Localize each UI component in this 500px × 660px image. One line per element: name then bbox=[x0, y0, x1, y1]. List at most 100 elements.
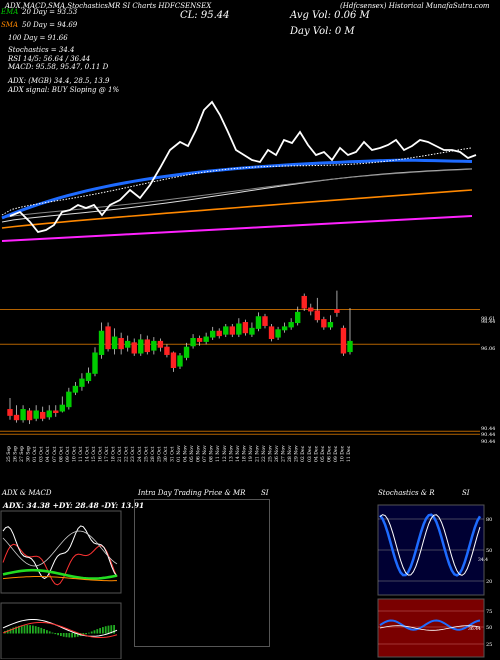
date-label: 04 Dec bbox=[313, 445, 319, 462]
price-axis-label: 90.44 bbox=[481, 439, 495, 445]
candle-body bbox=[223, 326, 229, 335]
date-label: 23 Oct bbox=[130, 446, 136, 462]
date-label: 11 Dec bbox=[346, 445, 352, 462]
candle-body bbox=[301, 295, 307, 309]
candle-body bbox=[249, 327, 255, 335]
macd-bar bbox=[102, 627, 104, 634]
date-label: 07 Oct bbox=[52, 446, 58, 462]
candle-body bbox=[203, 336, 209, 342]
candle-body bbox=[105, 326, 111, 350]
date-label: 09 Oct bbox=[65, 446, 71, 462]
stoch-k-line bbox=[378, 513, 482, 577]
candle-body bbox=[209, 330, 216, 338]
candle-body bbox=[340, 327, 347, 354]
candle-body bbox=[229, 326, 236, 335]
candle-body bbox=[327, 322, 334, 328]
ema-20: 20 Day = 93.53 bbox=[22, 8, 78, 16]
date-label: 21 Nov bbox=[254, 445, 260, 462]
sma-line bbox=[1, 215, 473, 242]
headline-overlap: ADX,MACD,SMA,StochasticsMR SI Charts HDF… bbox=[5, 2, 212, 10]
date-label: 24 Oct bbox=[137, 446, 143, 462]
macd-bar bbox=[96, 629, 99, 634]
candle-body bbox=[275, 329, 281, 338]
macd-bar bbox=[23, 625, 26, 634]
macd-bar bbox=[15, 626, 17, 634]
date-label: 25 Sep bbox=[6, 446, 12, 462]
macd-bar bbox=[26, 625, 29, 634]
stoch-axis-label: 20 bbox=[486, 579, 492, 585]
candle-body bbox=[131, 342, 137, 354]
date-label: 06 Nov bbox=[196, 445, 202, 462]
date-label: 15 Oct bbox=[91, 446, 97, 462]
rsi-value: RSI 14/5: 56.64 / 36.44 bbox=[8, 55, 91, 63]
macd-bar bbox=[74, 633, 76, 638]
macd-bar bbox=[43, 628, 45, 634]
candle-body bbox=[347, 340, 353, 353]
candle-body bbox=[308, 307, 314, 312]
rsi-end-label: 36.44 bbox=[468, 626, 481, 632]
rsi-line bbox=[379, 619, 481, 631]
date-label: 30 Sep bbox=[26, 446, 32, 462]
adx-value: ADX: (MGB) 34.4, 28.5, 13.9 bbox=[8, 77, 110, 85]
stoch-title: Stochastics & R bbox=[378, 489, 435, 497]
stoch-rsi-panel: Stochastics & R SI 80 50 20 34.4 75 50 25 36.44 bbox=[376, 487, 500, 660]
date-label: 28 Nov bbox=[287, 445, 293, 462]
candle-body bbox=[144, 339, 151, 353]
date-label: 06 Dec bbox=[326, 445, 332, 462]
macd-bar bbox=[62, 633, 65, 637]
dotted-ema-line bbox=[1, 147, 473, 216]
macd-bar bbox=[46, 630, 48, 634]
macd-bar bbox=[93, 630, 96, 634]
date-label: 16 Oct bbox=[98, 446, 104, 462]
adx-panel-values: ADX: 34.38 +DY: 28.48 -DY: 13.91 bbox=[3, 501, 145, 510]
candle-body bbox=[281, 326, 288, 331]
right-overlap: (Hdfcsensex) Historical MunafaSutra.com bbox=[340, 2, 490, 10]
candle-body bbox=[157, 340, 164, 348]
intraday-si: SI bbox=[261, 489, 269, 497]
adx-signal: ADX signal: BUY Sloping @ 1% bbox=[8, 86, 120, 94]
price-axis-label: 90.44 bbox=[481, 432, 495, 438]
candle-body bbox=[177, 355, 183, 367]
date-label: 05 Nov bbox=[189, 445, 195, 462]
candle-body bbox=[66, 391, 72, 408]
close-label: CL: 95.44 bbox=[180, 10, 230, 21]
candle-body bbox=[138, 339, 144, 354]
sma-label: SMA bbox=[1, 21, 19, 29]
candle-body bbox=[151, 340, 157, 351]
date-label: 22 Nov bbox=[261, 445, 267, 462]
macd-bar bbox=[88, 632, 90, 634]
date-label: 04 Nov bbox=[183, 445, 189, 462]
ema-100: 100 Day = 91.66 bbox=[8, 34, 68, 42]
rsi-axis-label: 25 bbox=[486, 642, 492, 648]
candle-body bbox=[85, 372, 92, 382]
adx-line bbox=[2, 530, 118, 567]
date-label: 22 Oct bbox=[124, 446, 130, 462]
macd-bar bbox=[107, 625, 110, 634]
macd-bar bbox=[20, 625, 23, 634]
macd-bar bbox=[40, 627, 43, 634]
macd-bar bbox=[90, 631, 93, 634]
date-label: 01 Nov bbox=[176, 445, 182, 462]
candle-body bbox=[216, 330, 222, 337]
date-label: 03 Dec bbox=[307, 445, 313, 462]
candle-body bbox=[164, 346, 170, 355]
date-label: 17 Oct bbox=[104, 446, 110, 462]
candle-body bbox=[111, 336, 118, 350]
macd-bar bbox=[34, 626, 37, 634]
candle-body bbox=[196, 338, 203, 342]
price-axis-label: 98.61 bbox=[481, 316, 495, 322]
ema-50: 50 Day = 94.69 bbox=[22, 21, 78, 29]
ema-label: EMA bbox=[1, 8, 19, 16]
stoch-end-label: 34.4 bbox=[478, 557, 488, 563]
candle-body bbox=[39, 411, 46, 419]
date-label: 14 Oct bbox=[84, 446, 90, 462]
date-label: 26 Sep bbox=[13, 446, 19, 462]
date-label: 28 Oct bbox=[150, 446, 156, 462]
rsi-axis-label: 75 bbox=[486, 609, 492, 615]
stoch-axis-label: 80 bbox=[486, 517, 492, 523]
candle-body bbox=[33, 410, 39, 419]
candle-body bbox=[20, 409, 26, 421]
candle-body bbox=[46, 410, 52, 418]
candle-body bbox=[288, 322, 294, 328]
